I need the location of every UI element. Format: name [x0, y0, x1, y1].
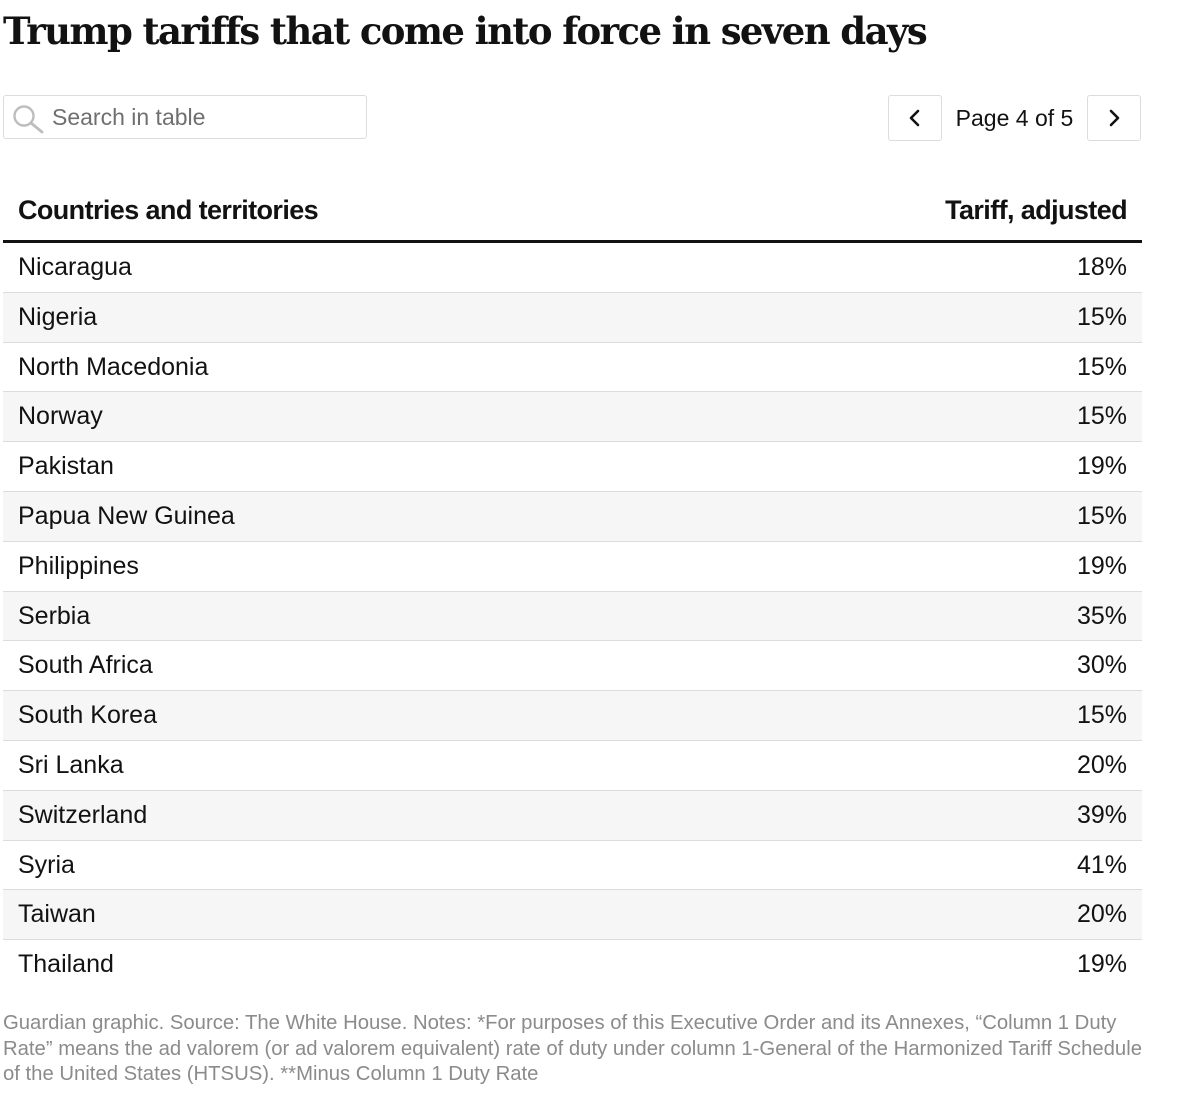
table-row: Philippines 19%: [3, 542, 1142, 592]
table-row: Syria 41%: [3, 841, 1142, 891]
search-box[interactable]: [3, 95, 367, 139]
table-row: Switzerland 39%: [3, 790, 1142, 841]
table-row: Papua New Guinea 15%: [3, 491, 1142, 542]
table-row: Norway 15%: [3, 392, 1142, 443]
tariff-cell: 39%: [1076, 800, 1127, 829]
tariff-cell: 15%: [1076, 302, 1127, 331]
table-row: South Korea 15%: [3, 691, 1142, 741]
table-row: Nicaragua 18%: [3, 243, 1142, 293]
column-header-country[interactable]: Countries and territories: [18, 195, 319, 225]
tariff-cell: 15%: [1076, 501, 1127, 530]
country-cell: North Macedonia: [18, 352, 209, 381]
table-body: Nicaragua 18% Nigeria 15% North Macedonia 15%…: [3, 243, 1142, 990]
tariff-cell: 30%: [1076, 651, 1127, 680]
country-cell: Norway: [18, 402, 103, 431]
country-cell: Taiwan: [18, 900, 96, 929]
table-header: Countries and territories Tariff, adjust…: [3, 180, 1142, 243]
country-cell: Pakistan: [18, 452, 114, 481]
tariff-cell: 35%: [1076, 601, 1127, 630]
country-cell: South Korea: [18, 701, 157, 730]
chevron-left-icon: [909, 109, 920, 127]
tariff-cell: 15%: [1076, 352, 1127, 381]
table-row: Serbia 35%: [3, 591, 1142, 642]
tariff-cell: 19%: [1076, 452, 1127, 481]
column-header-tariff[interactable]: Tariff, adjusted: [945, 195, 1128, 225]
search-icon: [12, 104, 46, 134]
table-row: South Africa 30%: [3, 641, 1142, 692]
tariff-cell: 19%: [1076, 551, 1127, 580]
tariff-table: Countries and territories Tariff, adjust…: [3, 180, 1142, 990]
page-title: Trump tariffs that come into force in se…: [3, 9, 928, 53]
tariff-cell: 19%: [1076, 950, 1127, 979]
table-row: Sri Lanka 20%: [3, 741, 1142, 791]
search-input[interactable]: [52, 96, 352, 138]
chevron-right-icon: [1109, 109, 1120, 127]
tariff-cell: 20%: [1076, 750, 1127, 779]
country-cell: Switzerland: [18, 800, 148, 829]
country-cell: Serbia: [18, 601, 91, 630]
country-cell: Thailand: [18, 950, 114, 979]
tariff-cell: 20%: [1076, 900, 1127, 929]
table-row: Nigeria 15%: [3, 292, 1142, 343]
table-row: Pakistan 19%: [3, 442, 1142, 492]
previous-page-button[interactable]: [888, 95, 942, 141]
country-cell: Nigeria: [18, 302, 98, 331]
tariff-cell: 15%: [1076, 402, 1127, 431]
tariff-cell: 41%: [1076, 850, 1127, 879]
country-cell: Sri Lanka: [18, 750, 124, 779]
next-page-button[interactable]: [1087, 95, 1141, 141]
country-cell: Nicaragua: [18, 253, 132, 281]
country-cell: Syria: [18, 850, 75, 879]
country-cell: Philippines: [18, 551, 139, 580]
country-cell: South Africa: [18, 651, 153, 680]
table-row: Thailand 19%: [3, 940, 1142, 990]
source-footnote: Guardian graphic. Source: The White Hous…: [3, 1012, 1142, 1085]
country-cell: Papua New Guinea: [18, 501, 235, 530]
page-indicator: Page 4 of 5: [955, 105, 1074, 131]
table-row: North Macedonia 15%: [3, 343, 1142, 393]
table-row: Taiwan 20%: [3, 890, 1142, 941]
tariff-cell: 18%: [1076, 253, 1127, 281]
tariff-cell: 15%: [1076, 701, 1127, 730]
